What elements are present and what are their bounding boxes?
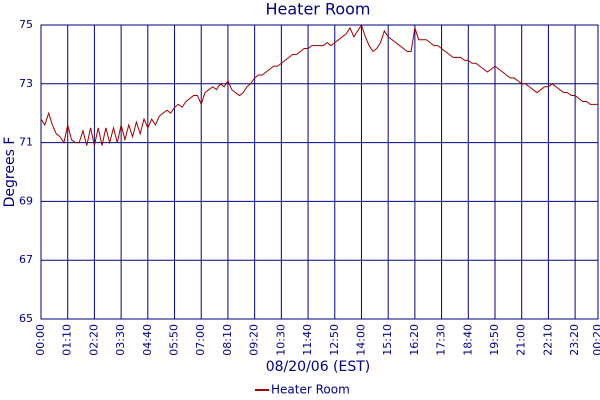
x-tick-label: 23:20 — [568, 324, 581, 356]
x-axis-label: 08/20/06 (EST) — [266, 359, 371, 375]
x-tick-label: 22:10 — [541, 324, 554, 356]
y-tick-label: 71 — [19, 136, 33, 149]
x-tick-label: 08:10 — [221, 324, 234, 356]
y-tick-label: 73 — [19, 77, 33, 90]
y-tick-label: 75 — [19, 18, 33, 31]
data-line — [40, 23, 598, 146]
x-tick-label: 14:00 — [354, 324, 367, 356]
x-tick-label: 10:30 — [274, 324, 287, 356]
plot-area — [40, 24, 599, 320]
x-tick-label: 03:30 — [114, 324, 127, 356]
chart-title: Heater Room — [265, 0, 370, 19]
x-tick-label: 16:20 — [408, 324, 421, 356]
x-tick-label: 07:00 — [194, 324, 207, 356]
x-tick-label: 02:20 — [87, 324, 100, 356]
x-tick-label: 15:10 — [381, 324, 394, 356]
x-tick-label: 21:00 — [515, 324, 528, 356]
x-tick-label: 00:00 — [34, 324, 47, 356]
x-tick-label: 04:40 — [141, 324, 154, 356]
x-tick-label: 00:20 — [591, 324, 600, 356]
y-tick-label: 69 — [19, 194, 33, 207]
x-tick-label: 18:40 — [461, 324, 474, 356]
x-tick-label: 01:10 — [61, 324, 74, 356]
y-axis-label: Degrees F — [2, 137, 18, 208]
y-tick-label: 65 — [19, 312, 33, 325]
x-tick-label: 12:50 — [328, 324, 341, 356]
x-tick-label: 11:40 — [301, 324, 314, 356]
x-tick-label: 05:50 — [168, 324, 181, 356]
x-tick-label: 09:20 — [248, 324, 261, 356]
y-tick-label: 67 — [19, 253, 33, 266]
legend-text: Heater Room — [271, 383, 350, 397]
x-tick-label: 17:30 — [435, 324, 448, 356]
x-tick-label: 19:50 — [488, 324, 501, 356]
